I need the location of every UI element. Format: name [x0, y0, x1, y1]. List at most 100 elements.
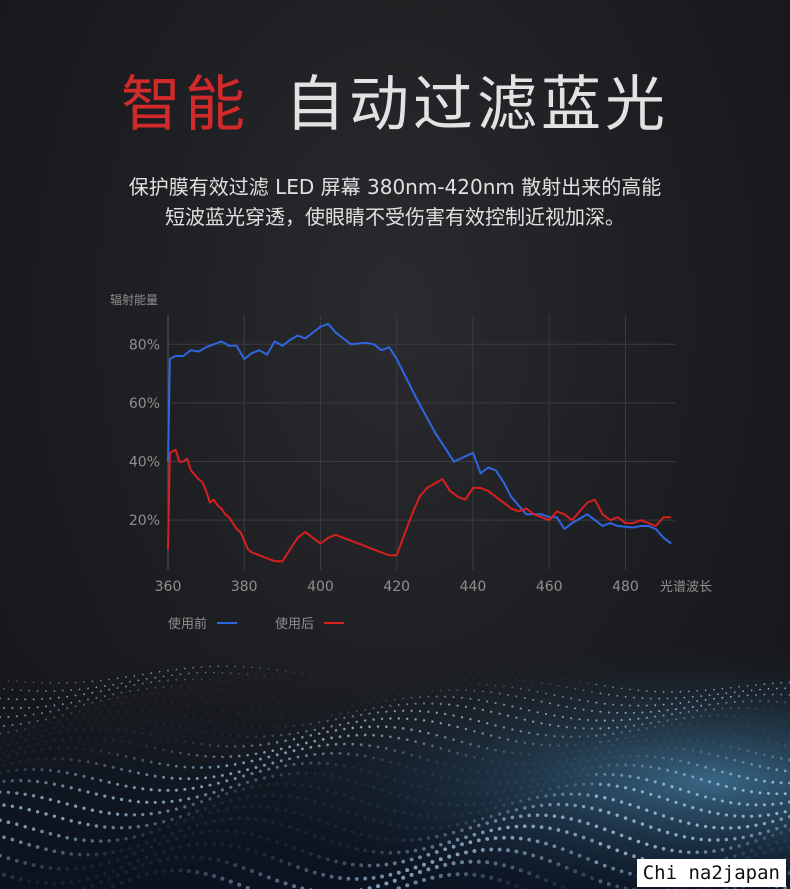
particle-dot: [338, 735, 342, 739]
particle-dot: [721, 722, 724, 725]
particle-dot: [645, 716, 648, 719]
particle-dot: [762, 836, 767, 840]
particle-dot: [99, 699, 102, 702]
particle-dot: [578, 761, 581, 765]
particle-dot: [200, 766, 204, 769]
particle-dot: [586, 857, 590, 861]
particle-dot: [57, 719, 60, 722]
particle-dot: [662, 782, 666, 786]
particle-dot: [351, 704, 354, 707]
particle-dot: [86, 877, 90, 881]
particle-dot: [724, 813, 728, 817]
particle-dot: [15, 822, 19, 827]
particle-dot: [57, 730, 61, 734]
particle-dot: [263, 735, 266, 738]
particle-dot: [103, 705, 106, 708]
particle-dot: [766, 829, 771, 833]
particle-dot: [347, 734, 350, 738]
particle-dot: [271, 734, 275, 738]
particle-dot: [628, 836, 632, 841]
particle-dot: [632, 763, 636, 767]
particle-dot: [52, 849, 57, 854]
particle-dot: [40, 712, 44, 715]
particle-dot: [519, 687, 522, 690]
particle-dot: [578, 698, 581, 701]
particle-dot: [633, 711, 635, 714]
particle-dot: [490, 677, 493, 680]
particle-dot: [586, 759, 590, 763]
particle-dot: [145, 773, 149, 777]
particle-dot: [556, 862, 561, 867]
particle-dot: [343, 705, 346, 708]
particle-dot: [389, 704, 392, 707]
particle-dot: [779, 846, 784, 851]
particle-dot: [687, 710, 690, 713]
particle-dot: [548, 774, 552, 778]
particle-dot: [645, 738, 649, 742]
particle-dot: [604, 685, 606, 687]
particle-dot: [397, 824, 401, 828]
particle-dot: [582, 782, 586, 786]
particle-dot: [477, 683, 480, 686]
particle-dot: [250, 804, 254, 809]
particle-dot: [410, 728, 413, 731]
particle-dot: [603, 827, 607, 831]
particle-dot: [70, 689, 73, 691]
particle-dot: [468, 859, 473, 864]
particle-dot: [615, 749, 619, 753]
particle-dot: [288, 757, 292, 761]
particle-dot: [308, 852, 313, 856]
particle-dot: [271, 761, 275, 765]
particle-dot: [6, 790, 11, 795]
particle-dot: [523, 679, 526, 682]
particle-dot: [195, 842, 200, 847]
particle-dot: [225, 792, 229, 796]
particle-dot: [595, 758, 598, 762]
particle-dot: [158, 671, 161, 673]
particle-wave-decoration: [0, 650, 790, 889]
particle-dot: [91, 701, 94, 704]
particle-dot: [514, 795, 518, 799]
particle-dot: [309, 722, 312, 725]
particle-dot: [518, 836, 523, 841]
particle-dot: [112, 693, 115, 696]
particle-dot: [460, 696, 464, 699]
particle-dot: [44, 812, 48, 816]
particle-dot: [494, 724, 497, 727]
particle-dot: [228, 816, 233, 821]
particle-dot: [150, 681, 153, 684]
particle-dot: [211, 874, 217, 879]
particle-dot: [448, 703, 451, 706]
particle-dot: [598, 808, 603, 812]
particle-dot: [27, 779, 31, 783]
particle-dot: [741, 735, 745, 738]
particle-dot: [300, 762, 304, 766]
particle-dot: [182, 833, 187, 838]
particle-dot: [427, 695, 430, 698]
particle-dot: [388, 850, 393, 855]
particle-dot: [452, 738, 455, 741]
particle-dot: [241, 787, 246, 791]
particle-dot: [11, 688, 14, 691]
particle-dot: [57, 746, 61, 750]
particle-dot: [288, 732, 291, 736]
particle-dot: [556, 785, 560, 789]
particle-dot: [275, 782, 279, 786]
particle-dot: [586, 821, 590, 826]
particle-dot: [653, 737, 657, 741]
particle-dot: [69, 880, 74, 885]
particle-dot: [645, 808, 649, 812]
particle-dot: [679, 722, 682, 726]
particle-dot: [599, 740, 602, 744]
particle-dot: [553, 714, 556, 717]
particle-dot: [23, 767, 27, 772]
particle-dot: [510, 815, 515, 820]
particle-dot: [90, 883, 95, 888]
particle-dot: [503, 685, 505, 688]
particle-dot: [229, 799, 233, 803]
particle-dot: [573, 869, 578, 874]
particle-dot: [409, 812, 414, 816]
particle-dot: [246, 735, 249, 738]
particle-dot: [755, 693, 757, 696]
particle-dot: [343, 716, 346, 720]
